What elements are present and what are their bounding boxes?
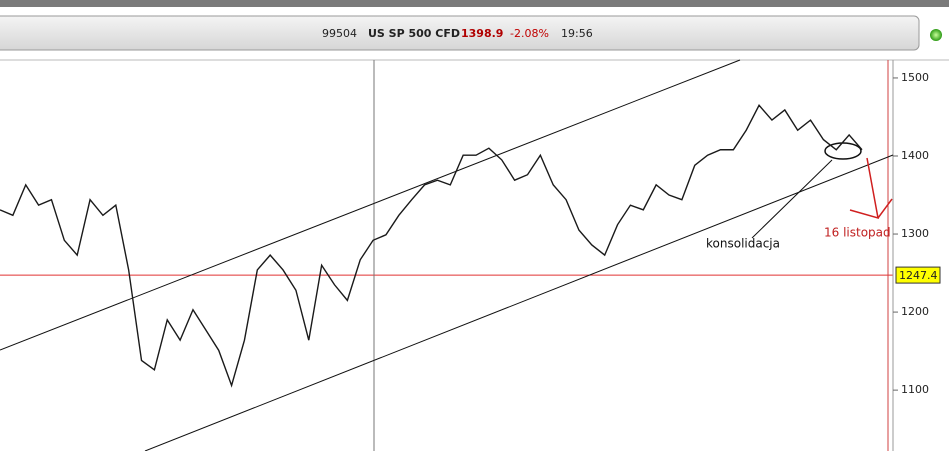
header-panel	[0, 15, 920, 51]
instrument-id: 99504	[322, 27, 357, 40]
channel-lower	[144, 154, 894, 451]
top-bar	[0, 0, 949, 7]
current-price-label: 1247.4	[899, 269, 938, 282]
channel-upper	[0, 59, 741, 351]
change: -2.08%	[510, 27, 549, 40]
pointer	[751, 159, 833, 239]
forecast-arrow-tail	[877, 198, 893, 219]
annotation: 16 listopad	[824, 226, 891, 240]
time: 19:56	[561, 27, 593, 40]
price: 1398.9	[461, 27, 503, 40]
price-line	[0, 104, 863, 388]
y-tick-label: 1300	[901, 227, 929, 240]
status-light	[930, 29, 942, 41]
y-tick-label: 1500	[901, 71, 929, 84]
y-tick-label: 1200	[901, 305, 929, 318]
y-tick-label: 1100	[901, 383, 929, 396]
annotation: konsolidacja	[706, 237, 780, 251]
symbol: US SP 500 CFD	[368, 27, 460, 40]
y-tick-label: 1400	[901, 149, 929, 162]
current-price-box	[895, 266, 941, 284]
